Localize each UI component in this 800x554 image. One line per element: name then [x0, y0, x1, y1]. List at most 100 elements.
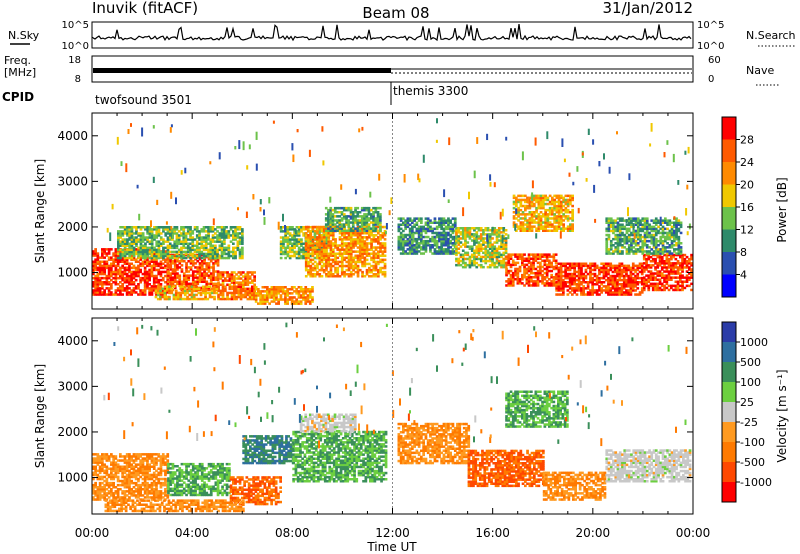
heatmap-cell [275, 292, 278, 295]
heatmap-cell [455, 239, 458, 242]
heatmap-cell [420, 221, 423, 224]
heatmap-cell [589, 268, 592, 272]
heatmap-cell [119, 236, 122, 239]
heatmap-cell [509, 253, 513, 256]
heatmap-cell [676, 262, 680, 265]
heatmap-cell [358, 248, 362, 251]
heatmap-cell [295, 240, 299, 243]
heatmap-cell [329, 221, 333, 224]
heatmap-cell [125, 258, 129, 261]
heatmap-cell [374, 238, 378, 241]
heatmap-cell [98, 260, 102, 263]
heatmap-cell [613, 276, 617, 280]
heatmap-cell [559, 264, 563, 268]
heatmap-cell [237, 271, 241, 274]
heatmap-cell [336, 227, 340, 231]
heatmap-cell [374, 254, 378, 257]
heatmap-cell [125, 289, 129, 292]
heatmap-cell [162, 254, 165, 258]
heatmap-cell [241, 242, 244, 245]
heatmap-cell [586, 264, 590, 268]
heatmap-cell [651, 284, 655, 288]
heatmap-cell [114, 291, 118, 294]
heatmap-cell [679, 274, 682, 277]
heatmap-cell [119, 230, 122, 233]
heatmap-cell [325, 258, 328, 262]
heatmap-cell [660, 262, 664, 265]
heatmap-cell [155, 278, 158, 282]
heatmap-cell [132, 270, 136, 274]
heatmap-cell [512, 225, 516, 228]
heatmap-cell [159, 278, 163, 282]
heatmap-cell [150, 244, 154, 247]
heatmap-cell [634, 289, 637, 292]
heatmap-cell [209, 240, 213, 243]
heatmap-cell [331, 221, 335, 224]
heatmap-cell [502, 247, 506, 250]
heatmap-cell [524, 227, 527, 230]
heatmap-cell [175, 242, 179, 245]
heatmap-cell [512, 196, 516, 200]
heatmap-cell [227, 246, 231, 250]
heatmap-cell [157, 254, 161, 258]
heatmap-cell [354, 208, 357, 212]
heatmap-cell [533, 198, 536, 202]
heatmap-cell [347, 238, 351, 241]
heatmap-cell [466, 263, 470, 267]
heatmap-cell [300, 244, 303, 247]
heatmap-cell [338, 206, 342, 210]
heatmap-cell [674, 288, 678, 292]
nsky-trace [92, 24, 692, 42]
heatmap-cell [191, 260, 195, 263]
heatmap-cell [183, 291, 187, 295]
heatmap-cell [674, 286, 678, 290]
heatmap-cell [361, 270, 364, 274]
heatmap-cell [571, 293, 574, 296]
heatmap-cell [263, 298, 267, 301]
heatmap-cell [119, 270, 122, 274]
heatmap-cell [148, 226, 152, 229]
heatmap-cell [340, 211, 344, 214]
heatmap-cell [199, 291, 203, 295]
heatmap-cell [361, 256, 364, 260]
heatmap-cell [676, 272, 680, 275]
heatmap-cell [130, 256, 134, 260]
heatmap-cell [571, 264, 574, 268]
heatmap-cell [233, 293, 236, 297]
heatmap-cell [128, 230, 131, 233]
heatmap-cell [415, 223, 419, 226]
heatmap-cell [438, 239, 441, 243]
heatmap-cell [548, 282, 551, 285]
heatmap-cell [544, 194, 547, 198]
heatmap-cell [189, 242, 192, 245]
heatmap-cell [98, 262, 102, 265]
heatmap-cell [189, 238, 192, 241]
heatmap-cell [101, 293, 104, 296]
heatmap-cell [103, 248, 106, 251]
heatmap-cell [150, 232, 154, 235]
heatmap-cell [532, 259, 535, 262]
heatmap-cell [548, 253, 551, 256]
heatmap-cell [475, 227, 479, 230]
heatmap-cell [322, 246, 326, 249]
heatmap-cell [464, 237, 467, 240]
heatmap-cell [98, 270, 102, 274]
heatmap-cell [150, 258, 154, 261]
heatmap-cell [580, 293, 583, 296]
heatmap-cell [679, 262, 682, 265]
heatmap-cell [244, 277, 247, 280]
heatmap-cell [327, 270, 331, 274]
heatmap-cell [107, 272, 111, 276]
heatmap-cell [110, 293, 113, 296]
heatmap-cell [92, 254, 95, 257]
freq-panel [91, 55, 694, 83]
heatmap-cell [162, 226, 165, 229]
heatmap-cell [546, 221, 550, 224]
heatmap-cell [284, 236, 287, 239]
heatmap-cell [130, 276, 133, 280]
heatmap-cell [279, 244, 283, 247]
heatmap-cell [126, 242, 129, 245]
heatmap-cell [277, 300, 280, 303]
heatmap-cell [440, 250, 443, 253]
heatmap-cell [132, 274, 136, 278]
